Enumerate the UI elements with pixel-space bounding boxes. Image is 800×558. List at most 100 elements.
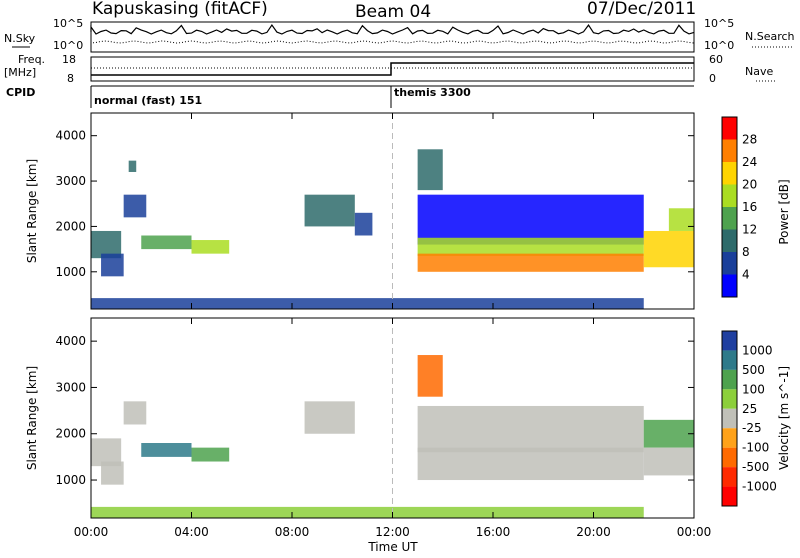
colorbar-tick-2: 100 bbox=[742, 382, 765, 396]
station-title: Kapuskasing (fitACF) bbox=[92, 0, 268, 19]
echo-region-10 bbox=[643, 447, 694, 476]
nsearch-trace bbox=[90, 40, 695, 44]
y-tick-label-1: 2000 bbox=[55, 219, 86, 233]
x-axis-ticks: 00:00 04:00 08:00 12:00 16:00 20:00 00:00 bbox=[74, 113, 712, 539]
echo-region-7 bbox=[417, 405, 644, 453]
power-y-label: Slant Range [km] bbox=[25, 159, 39, 263]
nsky-label: N.Sky bbox=[4, 32, 36, 45]
freq-label-1: Freq. bbox=[18, 53, 45, 66]
velocity-data bbox=[91, 318, 694, 518]
colorbar-frame bbox=[721, 116, 738, 298]
echo-region-3 bbox=[141, 235, 192, 250]
nave-label: Nave bbox=[745, 65, 773, 78]
y-tick-label-3: 4000 bbox=[55, 129, 86, 143]
echo-region-12 bbox=[643, 230, 694, 268]
echo-region-11 bbox=[417, 253, 644, 272]
colorbar-tick-5: -100 bbox=[742, 441, 769, 455]
nave-tick-bottom: 0 bbox=[709, 72, 716, 85]
colorbar-swatch-3 bbox=[722, 389, 737, 409]
colorbar-swatch-7 bbox=[722, 274, 737, 297]
noise-tick-right-top: 10^5 bbox=[704, 17, 734, 30]
y-tick-label-1: 2000 bbox=[55, 427, 86, 441]
colorbar-swatch-6 bbox=[722, 252, 737, 275]
echo-region-2 bbox=[123, 401, 147, 425]
colorbar-tick-3: 25 bbox=[742, 402, 757, 416]
nsky-trace bbox=[90, 23, 695, 35]
noise-tick-left-top: 10^5 bbox=[53, 17, 83, 30]
colorbar-tick-1: 24 bbox=[742, 155, 757, 169]
echo-region-5 bbox=[304, 401, 355, 434]
colorbar-swatch-4 bbox=[722, 408, 737, 429]
x-tick-label-6: 00:00 bbox=[677, 525, 712, 539]
velocity-colorbar-label: Velocity [m s^-1] bbox=[777, 366, 791, 470]
freq-traces bbox=[91, 62, 694, 76]
y-tick-label-2: 3000 bbox=[55, 380, 86, 394]
colorbar-tick-2: 20 bbox=[742, 178, 757, 192]
echo-region-13 bbox=[668, 208, 694, 231]
echo-region-11 bbox=[91, 506, 644, 518]
power-y-ticks: 1000 2000 3000 4000 bbox=[55, 129, 694, 279]
colorbar-swatch-0 bbox=[722, 117, 737, 140]
freq-label-2: [MHz] bbox=[4, 66, 36, 79]
colorbar-tick-4: 12 bbox=[742, 223, 757, 237]
colorbar-swatch-2 bbox=[722, 162, 737, 185]
echo-region-9 bbox=[417, 194, 644, 245]
x-tick-label-0: 00:00 bbox=[74, 525, 109, 539]
colorbar-swatch-5 bbox=[722, 428, 737, 448]
x-tick-label-2: 08:00 bbox=[275, 525, 310, 539]
colorbar-swatch-0 bbox=[722, 331, 737, 351]
noise-tick-left-bottom: 10^0 bbox=[53, 39, 83, 52]
colorbar-tick-5: 8 bbox=[742, 245, 750, 259]
echo-region-2 bbox=[123, 194, 147, 218]
echo-region-6 bbox=[417, 355, 443, 397]
colorbar-tick-1: 500 bbox=[742, 363, 765, 377]
x-tick-label-4: 16:00 bbox=[476, 525, 511, 539]
velocity-y-ticks: 1000 2000 3000 4000 bbox=[55, 334, 694, 487]
echo-region-3 bbox=[141, 443, 192, 457]
nave-tick-top: 60 bbox=[709, 53, 723, 66]
colorbar-swatch-1 bbox=[722, 350, 737, 370]
noise-panel bbox=[90, 21, 695, 53]
noise-tick-right-bottom: 10^0 bbox=[704, 39, 734, 52]
colorbar-tick-0: 1000 bbox=[742, 343, 773, 357]
colorbar-tick-6: 4 bbox=[742, 268, 750, 282]
freq-trace bbox=[91, 62, 694, 76]
cpid-segment-2: themis 3300 bbox=[394, 86, 471, 99]
echo-region-6 bbox=[304, 194, 355, 227]
colorbar-tick-6: -500 bbox=[742, 460, 769, 474]
echo-region-8 bbox=[417, 447, 644, 481]
echo-region-9 bbox=[643, 419, 694, 448]
x-tick-label-1: 04:00 bbox=[174, 525, 209, 539]
x-axis-label: Time UT bbox=[367, 540, 418, 554]
power-colorbar: 28 24 20 16 12 8 4 bbox=[721, 116, 757, 298]
freq-panel bbox=[90, 56, 695, 82]
echo-region-10 bbox=[417, 237, 644, 256]
y-tick-label-2: 3000 bbox=[55, 174, 86, 188]
power-colorbar-label: Power [dB] bbox=[777, 179, 791, 244]
colorbar-swatch-6 bbox=[722, 447, 737, 468]
freq-tick-bottom: 8 bbox=[67, 72, 74, 85]
x-tick-label-5: 20:00 bbox=[576, 525, 611, 539]
colorbar-tick-7: -1000 bbox=[742, 480, 777, 494]
velocity-y-label: Slant Range [km] bbox=[25, 366, 39, 470]
x-tick-label-3: 12:00 bbox=[375, 525, 410, 539]
echo-region-0 bbox=[91, 438, 122, 467]
colorbar-swatch-1 bbox=[722, 139, 737, 162]
echo-region-5 bbox=[128, 160, 137, 172]
colorbar-tick-3: 16 bbox=[742, 200, 757, 214]
beam-title: Beam 04 bbox=[355, 2, 431, 22]
date-title: 07/Dec/2011 bbox=[587, 0, 696, 19]
echo-region-1 bbox=[101, 461, 124, 485]
colorbar-swatch-8 bbox=[722, 486, 737, 506]
echo-region-4 bbox=[191, 240, 230, 254]
colorbar-swatch-5 bbox=[722, 229, 737, 252]
cpid-label: CPID bbox=[6, 86, 35, 99]
y-tick-label-3: 4000 bbox=[55, 334, 86, 348]
colorbar-swatch-4 bbox=[722, 207, 737, 230]
echo-region-8 bbox=[417, 149, 443, 191]
colorbar-swatch-7 bbox=[722, 467, 737, 487]
power-data bbox=[91, 113, 694, 309]
colorbar-swatch-2 bbox=[722, 369, 737, 390]
echo-region-4 bbox=[191, 447, 230, 462]
colorbar-frame bbox=[721, 330, 738, 507]
